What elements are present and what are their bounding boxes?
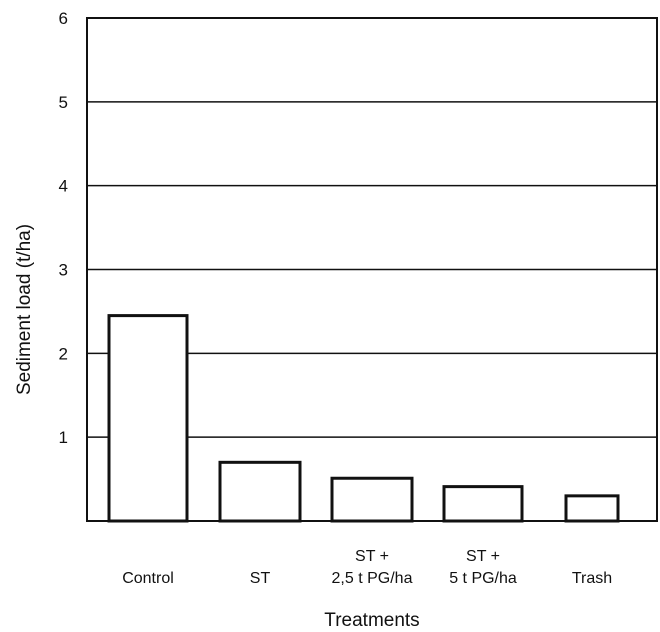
bar xyxy=(218,460,302,523)
y-tick-label: 3 xyxy=(59,261,68,280)
y-tick-label: 1 xyxy=(59,428,68,447)
x-tick-label: 5 t PG/ha xyxy=(449,570,517,587)
bar xyxy=(442,485,524,523)
x-tick-label: Control xyxy=(122,570,174,587)
y-axis-title: Sediment load (t/ha) xyxy=(14,224,35,395)
x-tick-label: ST xyxy=(250,570,271,587)
y-tick-label: 5 xyxy=(59,93,68,112)
y-tick-label: 2 xyxy=(59,344,68,363)
x-tick-labels: Control ST ST + 2,5 t PG/ha ST + 5 t PG/ha Tra… xyxy=(122,548,612,587)
y-tick-labels: 1 2 3 4 5 6 xyxy=(59,9,68,447)
x-tick-label: 2,5 t PG/ha xyxy=(332,570,413,587)
x-tick-label: ST + xyxy=(466,548,500,565)
bars xyxy=(107,314,620,523)
bar xyxy=(107,314,189,523)
y-tick-label: 6 xyxy=(59,9,68,28)
bar xyxy=(564,494,620,523)
y-tick-label: 4 xyxy=(59,177,68,196)
x-tick-label: ST + xyxy=(355,548,389,565)
plot-frame xyxy=(86,17,658,522)
x-tick-label: Trash xyxy=(572,570,612,587)
x-axis-title: Treatments xyxy=(324,610,419,631)
bar xyxy=(330,476,414,523)
